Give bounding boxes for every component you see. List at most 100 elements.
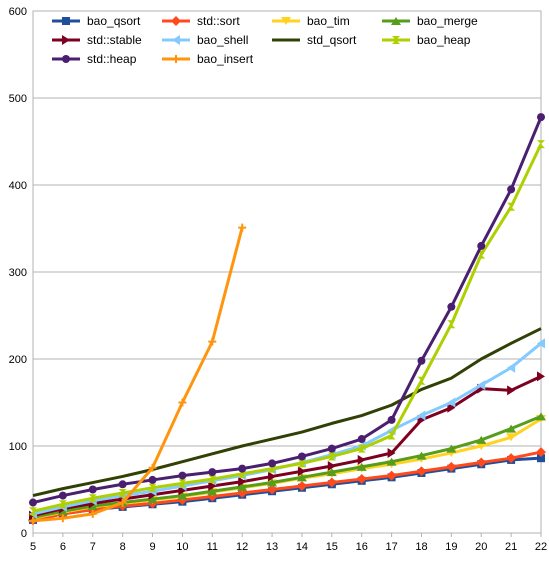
y-tick-label: 400 [9, 180, 27, 192]
legend-label: bao_shell [197, 33, 248, 47]
series-bao-insert [29, 223, 247, 525]
data-point-bao-merge [237, 482, 248, 491]
data-point-std-sort [506, 453, 517, 464]
legend-swatch-marker [62, 55, 70, 63]
data-point-std-qsort [507, 339, 516, 348]
x-tick-label: 9 [149, 541, 155, 553]
legend-swatch-marker [172, 35, 180, 45]
legend-swatch-marker [392, 36, 400, 44]
series-line-bao-insert [32, 227, 244, 523]
data-point-std-qsort [58, 484, 67, 493]
x-tick-label: 18 [415, 541, 427, 553]
data-point-bao-heap [327, 452, 336, 461]
data-point-bao-tim [506, 433, 517, 442]
x-tick-label: 17 [385, 541, 397, 553]
data-point-bao-shell [447, 397, 456, 408]
series-line-std-sort [32, 450, 542, 522]
data-point-std-stable [327, 461, 336, 472]
data-point-std-qsort [537, 324, 545, 333]
data-point-bao-merge [57, 507, 68, 516]
legend-label: std::sort [197, 14, 240, 28]
data-point-bao-insert [29, 516, 37, 525]
x-tick-label: 19 [445, 541, 457, 553]
y-tick-label: 500 [9, 93, 27, 105]
data-point-std-heap [88, 485, 97, 494]
data-point-bao-heap [537, 140, 545, 149]
data-point-bao-merge [386, 457, 397, 466]
data-point-bao-insert [58, 514, 67, 523]
data-point-bao-heap [118, 488, 127, 497]
series-std-heap [29, 113, 545, 507]
legend-label: std::stable [87, 33, 142, 47]
data-point-std-heap [58, 491, 67, 500]
x-tick-label: 5 [30, 541, 36, 553]
data-point-std-sort [296, 481, 307, 492]
x-tick-label: 12 [236, 541, 248, 553]
legend: bao_qsort std::sort bao_tim bao_mergestd::s… [52, 14, 478, 66]
legend-item-bao-qsort: bao_qsort [52, 14, 141, 28]
data-point-bao-shell [537, 338, 545, 349]
legend-label: bao_insert [197, 52, 254, 66]
data-point-bao-merge [536, 412, 546, 421]
series-group [28, 113, 546, 525]
data-point-bao-merge [207, 487, 218, 496]
data-point-bao-insert [148, 463, 157, 472]
data-point-bao-heap [29, 507, 37, 516]
data-point-std-sort [416, 466, 427, 477]
data-point-std-heap [447, 302, 456, 311]
data-point-bao-merge [87, 502, 98, 511]
data-point-std-heap [507, 185, 516, 194]
data-point-bao-shell [477, 380, 486, 391]
data-point-bao-qsort [537, 454, 545, 463]
data-point-std-qsort [327, 419, 336, 428]
data-point-std-qsort [118, 472, 127, 481]
legend-swatch-marker [281, 17, 291, 25]
legend-item-std-heap: std::heap [52, 52, 137, 66]
data-point-std-heap [238, 464, 247, 473]
data-point-bao-heap [178, 479, 187, 488]
data-point-bao-heap [208, 475, 217, 484]
legend-label: bao_qsort [87, 14, 141, 28]
data-point-bao-shell [507, 362, 516, 373]
data-point-std-stable [447, 402, 456, 413]
y-tick-label: 600 [9, 6, 27, 18]
legend-item-bao-heap: bao_heap [382, 33, 471, 47]
legend-swatch-marker [171, 16, 181, 26]
data-point-bao-heap [447, 320, 456, 329]
data-point-std-qsort [178, 457, 187, 466]
legend-swatch-marker [391, 17, 401, 25]
data-point-std-stable [238, 476, 247, 487]
data-point-std-stable [537, 371, 545, 382]
x-tick-label: 10 [176, 541, 188, 553]
legend-swatch-marker [62, 17, 70, 25]
x-tick-label: 14 [296, 541, 308, 553]
legend-label: bao_merge [417, 14, 478, 28]
data-point-std-heap [148, 475, 157, 484]
axes: 0 100 200 300 400 500 600 5 6 7 8 9 10 11 12 13 14 15 16 17… [9, 6, 547, 553]
data-point-std-heap [178, 471, 187, 480]
data-point-bao-merge [147, 495, 158, 504]
data-point-bao-insert [88, 509, 97, 518]
data-point-std-stable [297, 466, 306, 477]
x-tick-label: 7 [90, 541, 96, 553]
data-point-bao-heap [88, 494, 97, 503]
data-point-std-qsort [297, 428, 306, 437]
x-tick-label: 16 [356, 541, 368, 553]
data-point-std-stable [268, 471, 277, 482]
data-point-std-qsort [417, 385, 426, 394]
data-point-bao-heap [417, 376, 426, 385]
data-point-bao-merge [506, 424, 517, 433]
legend-swatch-marker [282, 36, 290, 44]
data-point-std-qsort [387, 401, 396, 410]
legend-label: bao_heap [417, 33, 471, 47]
data-point-std-heap [297, 452, 306, 461]
x-tick-label: 11 [207, 541, 218, 553]
legend-item-std-sort: std::sort [162, 14, 240, 28]
series-line-std-stable [32, 375, 542, 518]
series-line-std-heap [32, 116, 543, 505]
data-point-std-sort [446, 461, 457, 472]
data-point-std-heap [477, 241, 486, 250]
y-tick-label: 100 [9, 441, 27, 453]
data-point-bao-merge [177, 491, 188, 500]
